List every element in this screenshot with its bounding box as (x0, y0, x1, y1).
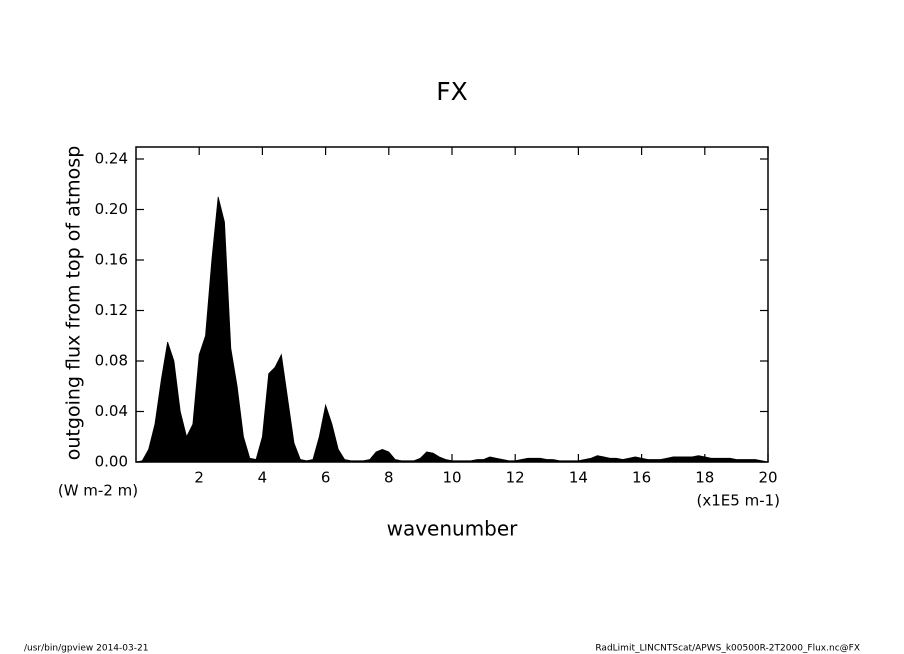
x-tick-label: 8 (384, 469, 394, 487)
footer-right: RadLimit_LINCNTScat/APWS_k00500R-2T2000_… (595, 644, 860, 654)
y-tick-label: 0.12 (95, 301, 128, 319)
x-tick-label: 10 (442, 469, 461, 487)
y-tick-label: 0.08 (95, 352, 128, 370)
y-tick-label: 0.00 (95, 453, 128, 471)
x-tick-label: 2 (194, 469, 204, 487)
x-tick-label: 18 (695, 469, 714, 487)
x-tick-label: 16 (632, 469, 651, 487)
footer-left: /usr/bin/gpview 2014-03-21 (24, 644, 148, 654)
y-tick-label: 0.24 (95, 150, 128, 168)
area (135, 196, 769, 463)
x-tick-label: 6 (321, 469, 331, 487)
x-tick-label: 14 (569, 469, 588, 487)
x-tick-label: 4 (258, 469, 268, 487)
y-tick-label: 0.16 (95, 251, 128, 269)
chart-title: FX (436, 77, 468, 106)
x-tick-label: 20 (758, 469, 777, 487)
y-tick-label: 0.20 (95, 200, 128, 218)
x-axis-unit: (x1E5 m-1) (697, 492, 780, 510)
y-tick-label: 0.04 (95, 402, 128, 420)
x-tick-label: 12 (506, 469, 525, 487)
x-axis-label: wavenumber (387, 517, 519, 541)
y-axis-label: outgoing flux from top of atmosp (63, 146, 85, 460)
y-axis-unit: (W m-2 m) (58, 482, 138, 500)
